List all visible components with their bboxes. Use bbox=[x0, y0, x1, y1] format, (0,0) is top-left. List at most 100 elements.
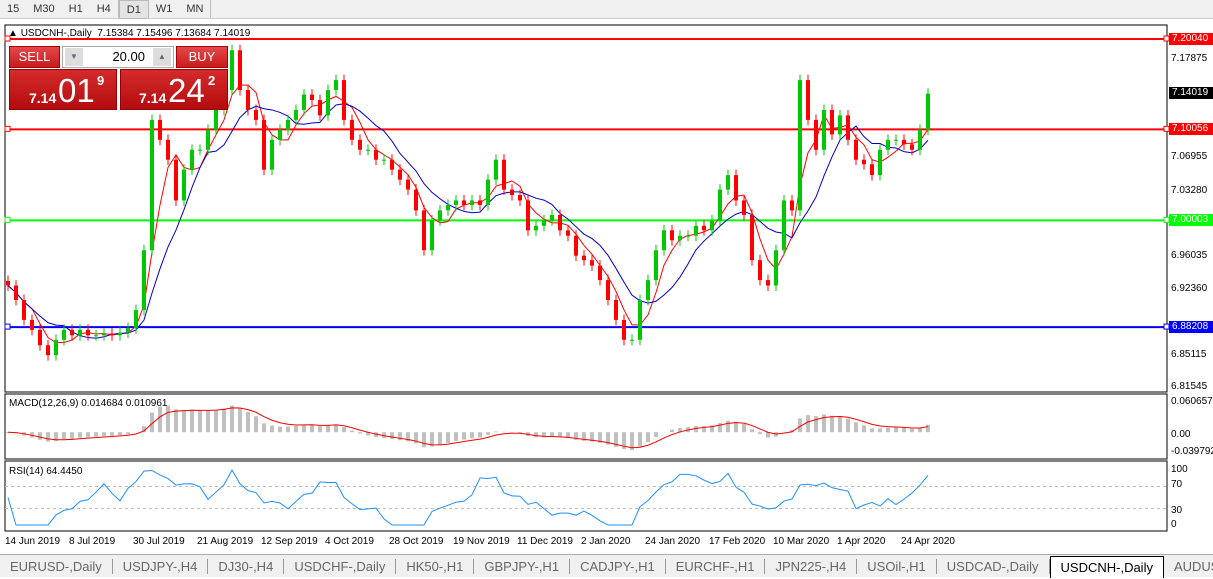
sell-button[interactable]: SELL bbox=[9, 46, 60, 68]
chart-tab[interactable]: AUDUS bbox=[1164, 559, 1213, 574]
candle-body bbox=[286, 120, 290, 130]
candle-body bbox=[926, 94, 930, 130]
rsi-axis-label: 100 bbox=[1171, 464, 1188, 475]
candle-body bbox=[894, 140, 898, 141]
candle-body bbox=[198, 150, 202, 151]
candle-body bbox=[438, 210, 442, 220]
rsi-line bbox=[8, 470, 928, 525]
candle-body bbox=[774, 250, 778, 285]
candle-body bbox=[646, 280, 650, 300]
macd-histogram-bar bbox=[390, 432, 394, 439]
candle-body bbox=[598, 266, 602, 280]
macd-panel bbox=[5, 394, 1167, 459]
chart-tab[interactable]: USDJPY-,H4 bbox=[113, 559, 209, 574]
macd-histogram-bar bbox=[126, 432, 130, 434]
sell-price[interactable]: 7.14 01 9 bbox=[9, 69, 117, 110]
collapse-triangle-icon[interactable]: ▲ bbox=[8, 28, 18, 39]
candle-body bbox=[254, 110, 258, 120]
macd-histogram-bar bbox=[918, 428, 922, 432]
timeframe-d1[interactable]: D1 bbox=[119, 0, 149, 19]
chart-tab[interactable]: EURUSD-,Daily bbox=[0, 559, 113, 574]
candle-body bbox=[798, 80, 802, 210]
chart-tab[interactable]: USDCAD-,Daily bbox=[937, 559, 1050, 574]
buy-price[interactable]: 7.14 24 2 bbox=[120, 69, 228, 110]
macd-histogram-bar bbox=[246, 412, 250, 432]
candle-body bbox=[582, 256, 586, 261]
candle-body bbox=[238, 50, 242, 90]
candle-body bbox=[590, 260, 594, 265]
candle-body bbox=[734, 175, 738, 200]
macd-histogram-bar bbox=[438, 432, 442, 445]
candle-body bbox=[486, 180, 490, 205]
candle-body bbox=[406, 180, 410, 190]
candle-body bbox=[478, 200, 482, 205]
candle-body bbox=[230, 50, 234, 90]
candle-body bbox=[334, 80, 338, 90]
macd-histogram-bar bbox=[118, 432, 122, 435]
macd-histogram-bar bbox=[494, 432, 498, 433]
chart-tab[interactable]: USDCNH-,Daily bbox=[1050, 556, 1164, 578]
lots-value[interactable]: 20.00 bbox=[112, 49, 145, 64]
chart-tab[interactable]: HK50-,H1 bbox=[396, 559, 474, 574]
price-axis-label: 6.85115 bbox=[1171, 349, 1206, 360]
chart-tab[interactable]: USDCHF-,Daily bbox=[284, 559, 396, 574]
date-axis-label: 24 Apr 2020 bbox=[901, 536, 955, 547]
macd-histogram-bar bbox=[222, 408, 226, 432]
candle-body bbox=[718, 190, 722, 221]
price-axis-label: 7.03280 bbox=[1171, 185, 1207, 196]
macd-histogram-bar bbox=[86, 432, 90, 437]
chart-tab[interactable]: CADJPY-,H1 bbox=[570, 559, 666, 574]
date-axis-label: 17 Feb 2020 bbox=[709, 536, 765, 547]
candle-body bbox=[46, 345, 50, 355]
candle-body bbox=[462, 200, 466, 205]
chart-tab[interactable]: EURCHF-,H1 bbox=[666, 559, 766, 574]
candle-body bbox=[534, 226, 538, 231]
candle-body bbox=[390, 160, 394, 170]
macd-histogram-bar bbox=[46, 432, 50, 441]
candle-body bbox=[350, 120, 354, 140]
timeframe-h4[interactable]: H4 bbox=[90, 0, 118, 19]
chart-tab[interactable]: USOil-,H1 bbox=[857, 559, 937, 574]
candle-body bbox=[94, 335, 98, 336]
candle-body bbox=[110, 333, 114, 335]
candle-body bbox=[750, 215, 754, 260]
buy-button[interactable]: BUY bbox=[176, 46, 228, 68]
candle-body bbox=[638, 300, 642, 340]
macd-histogram-bar bbox=[358, 432, 362, 433]
macd-axis-label: 0.00 bbox=[1171, 429, 1190, 440]
timeframe-m30[interactable]: M30 bbox=[26, 0, 61, 19]
candle-body bbox=[262, 120, 266, 170]
lots-field[interactable]: ▼ 20.00 ▲ bbox=[62, 46, 174, 68]
macd-histogram-bar bbox=[94, 432, 98, 437]
timeframe-mn[interactable]: MN bbox=[179, 0, 210, 19]
chart-header: ▲ USDCNH-,Daily 7.15384 7.15496 7.13684 … bbox=[8, 28, 250, 39]
lots-increase-icon[interactable]: ▲ bbox=[153, 48, 171, 66]
macd-histogram-bar bbox=[214, 410, 218, 433]
candle-body bbox=[318, 100, 322, 115]
candle-body bbox=[214, 110, 218, 130]
candle-body bbox=[366, 150, 370, 151]
macd-histogram-bar bbox=[846, 419, 850, 433]
candle-body bbox=[782, 200, 786, 250]
timeframe-w1[interactable]: W1 bbox=[149, 0, 180, 19]
candle-body bbox=[766, 280, 770, 285]
timeframe-15[interactable]: 15 bbox=[0, 0, 26, 19]
candle-body bbox=[742, 200, 746, 214]
price-axis-label: 6.81545 bbox=[1171, 381, 1207, 392]
level-handle bbox=[5, 324, 10, 329]
macd-histogram-bar bbox=[862, 425, 866, 432]
macd-histogram-bar bbox=[454, 432, 458, 441]
timeframe-h1[interactable]: H1 bbox=[62, 0, 90, 19]
candle-body bbox=[702, 226, 706, 231]
chart-tab[interactable]: DJ30-,H4 bbox=[208, 559, 284, 574]
candle-body bbox=[142, 250, 146, 310]
chart-tab[interactable]: GBPJPY-,H1 bbox=[474, 559, 570, 574]
lots-decrease-icon[interactable]: ▼ bbox=[65, 48, 83, 66]
macd-histogram-bar bbox=[830, 416, 834, 432]
chart-tab[interactable]: JPN225-,H4 bbox=[765, 559, 857, 574]
date-axis-label: 10 Mar 2020 bbox=[773, 536, 829, 547]
macd-histogram-bar bbox=[806, 415, 810, 432]
macd-histogram-bar bbox=[478, 432, 482, 437]
macd-histogram-bar bbox=[902, 428, 906, 432]
